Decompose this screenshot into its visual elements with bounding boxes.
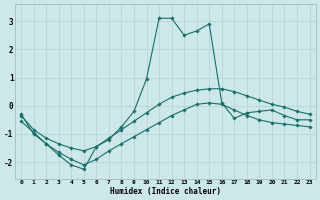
X-axis label: Humidex (Indice chaleur): Humidex (Indice chaleur) (110, 187, 221, 196)
